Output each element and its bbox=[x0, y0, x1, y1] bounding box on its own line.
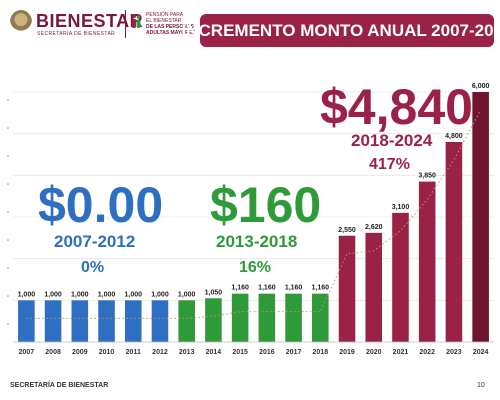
bar-value-label: 1,000 bbox=[98, 291, 116, 298]
x-tick-label: 2007 bbox=[19, 349, 35, 356]
period-percent-2013-2018: 16% bbox=[239, 259, 272, 276]
bar-value-label: 1,000 bbox=[18, 291, 36, 298]
bar-value-label: 1,000 bbox=[71, 291, 89, 298]
bar-value-label: 1,160 bbox=[285, 285, 303, 292]
bar bbox=[231, 293, 249, 342]
bar bbox=[472, 92, 489, 342]
bar bbox=[285, 293, 302, 342]
axis-tick-dot bbox=[7, 295, 9, 297]
bar-value-label: 6,000 bbox=[472, 83, 490, 90]
x-tick-label: 2010 bbox=[99, 349, 115, 356]
program-line: ADULTAS MAYORES bbox=[146, 30, 196, 36]
page-number: 10 bbox=[477, 382, 485, 389]
period-amount-2013-2018: $160 bbox=[210, 176, 321, 234]
x-tick-label: 2021 bbox=[393, 349, 409, 356]
bar bbox=[312, 293, 329, 342]
x-tick-label: 2018 bbox=[313, 349, 329, 356]
bar bbox=[18, 300, 35, 342]
bar-value-label: 1,160 bbox=[258, 285, 276, 292]
period-amount-2007-2012: $0.00 bbox=[38, 176, 163, 234]
x-tick-label: 2024 bbox=[473, 349, 489, 356]
bar bbox=[124, 300, 142, 342]
period-amount-text: $0.00 bbox=[38, 177, 164, 233]
bar bbox=[178, 300, 195, 342]
x-tick-label: 2023 bbox=[446, 349, 462, 356]
bar bbox=[205, 298, 222, 342]
trend-line bbox=[26, 109, 482, 319]
bar bbox=[44, 300, 62, 342]
x-tick-label: 2012 bbox=[152, 349, 168, 356]
bar-value-label: 1,000 bbox=[178, 291, 196, 298]
bar bbox=[338, 235, 356, 342]
x-tick-label: 2008 bbox=[45, 349, 61, 356]
program-line: PENSIÓN PARA bbox=[146, 12, 184, 18]
period-percent-2007-2012: 0% bbox=[81, 259, 105, 276]
period-amount-text: $4,840 bbox=[320, 79, 473, 135]
x-tick-label: 2020 bbox=[366, 349, 382, 356]
x-tick-label: 2017 bbox=[286, 349, 302, 356]
period-range-2007-2012: 2007-2012 bbox=[54, 232, 136, 251]
program-line: DE LAS PERSONAS bbox=[146, 24, 194, 30]
axis-tick-dot bbox=[7, 183, 9, 185]
x-tick-label: 2019 bbox=[339, 349, 355, 356]
x-tick-label: 2016 bbox=[259, 349, 275, 356]
axis-tick-dot bbox=[7, 99, 9, 101]
bar-value-label: 4,800 bbox=[445, 133, 463, 140]
bar-value-label: 2,550 bbox=[338, 227, 356, 234]
axis-tick-dot bbox=[7, 127, 9, 129]
brand-divider bbox=[125, 10, 126, 38]
period-amount-2018-2024: $4,840 bbox=[320, 78, 473, 136]
bar bbox=[445, 142, 463, 342]
axis-tick-dot bbox=[7, 267, 9, 269]
bar-value-label: 3,850 bbox=[418, 173, 436, 180]
bar-value-label: 1,000 bbox=[124, 291, 142, 298]
x-tick-label: 2022 bbox=[419, 349, 435, 356]
program-name: PENSIÓN PARA EL BIENESTAR DE LAS PERSONA… bbox=[146, 12, 206, 36]
bar-value-label: 1,000 bbox=[151, 291, 169, 298]
brand-subtitle: SECRETARÍA DE BIENESTAR bbox=[37, 31, 116, 37]
bar-value-label: 1,000 bbox=[44, 291, 62, 298]
axis-tick-dot bbox=[7, 239, 9, 241]
bar bbox=[71, 300, 89, 342]
period-amount-text: $160 bbox=[210, 177, 322, 233]
chart-title: INCREMENTO MONTO ANUAL 2007-2024 bbox=[181, 20, 500, 40]
program-line: EL BIENESTAR bbox=[146, 18, 182, 24]
axis-tick-dot bbox=[7, 155, 9, 157]
bar bbox=[258, 293, 276, 342]
bar-value-label: 1,050 bbox=[205, 289, 223, 296]
period-range-2013-2018: 2013-2018 bbox=[216, 232, 298, 251]
brand-name: BIENESTAR bbox=[36, 11, 144, 31]
bar-value-label: 1,160 bbox=[312, 285, 330, 292]
x-tick-label: 2015 bbox=[232, 349, 248, 356]
title-banner: INCREMENTO MONTO ANUAL 2007-2024 bbox=[182, 14, 500, 47]
axis-tick-dot bbox=[7, 323, 9, 325]
period-range-2018-2024: 2018-2024 bbox=[351, 131, 433, 150]
footer-label: SECRETARÍA DE BIENESTAR bbox=[10, 382, 109, 389]
bar bbox=[365, 232, 383, 342]
bar-value-label: 1,160 bbox=[231, 285, 249, 292]
bar bbox=[418, 181, 436, 342]
bar bbox=[98, 300, 115, 342]
bar bbox=[392, 212, 409, 342]
axis-tick-dot bbox=[7, 211, 9, 213]
bar-value-label: 2,620 bbox=[365, 224, 383, 231]
elderly-couple-icon bbox=[132, 14, 141, 28]
x-tick-label: 2011 bbox=[126, 349, 141, 356]
x-tick-label: 2014 bbox=[206, 349, 222, 356]
x-tick-label: 2013 bbox=[179, 349, 195, 356]
period-percent-2018-2024: 417% bbox=[369, 156, 410, 173]
x-tick-label: 2009 bbox=[72, 349, 88, 356]
bienestar-emblem-icon bbox=[10, 10, 32, 34]
bar bbox=[151, 300, 169, 342]
bar-value-label: 3,100 bbox=[392, 204, 410, 211]
